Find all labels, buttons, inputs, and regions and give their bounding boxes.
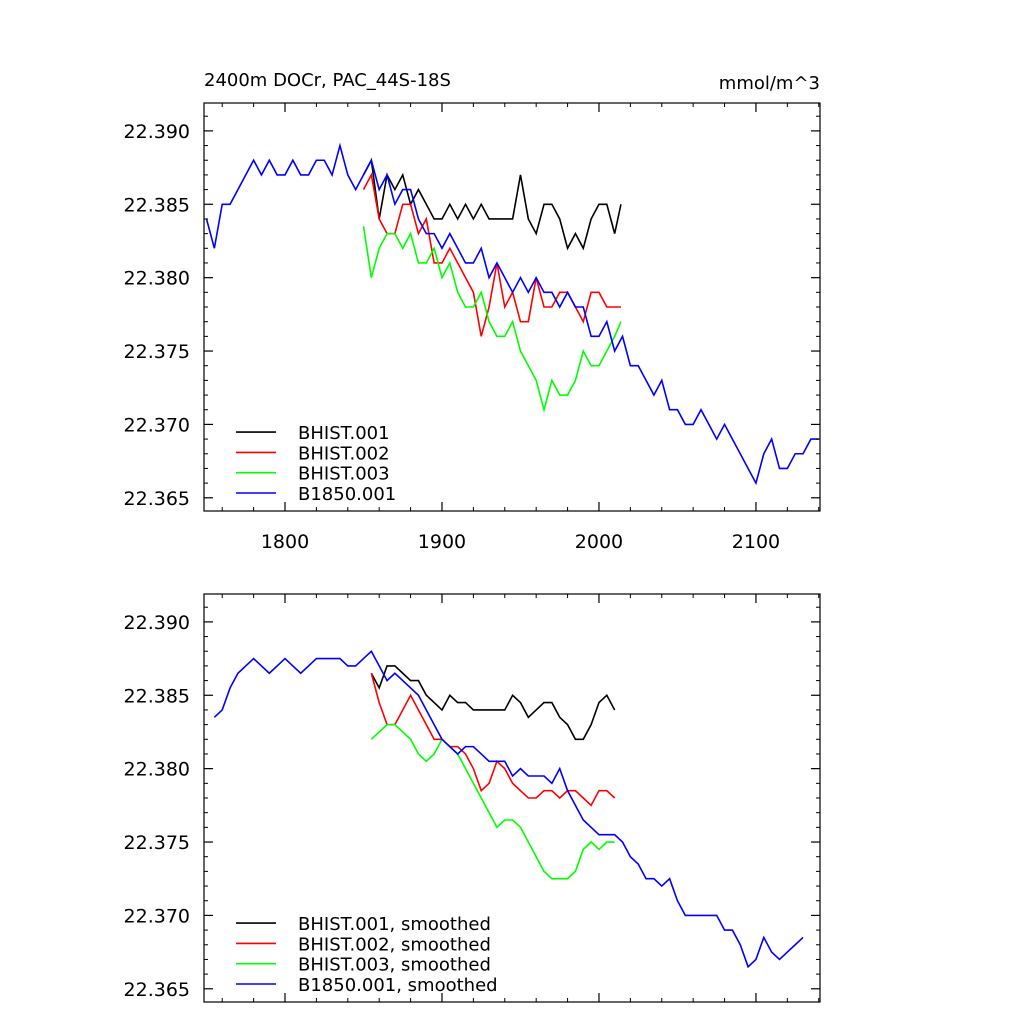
y-tick-label: 22.390	[124, 121, 190, 143]
data-line	[362, 172, 621, 337]
legend-label: B1850.001	[298, 484, 396, 505]
x-tick-label: 2100	[732, 531, 780, 553]
x-tick-label: 2000	[575, 531, 623, 553]
y-tick-label: 22.375	[124, 832, 190, 854]
chart-title: 2400m DOCr, PAC_44S-18S	[204, 70, 451, 91]
data-line	[370, 673, 616, 807]
data-line	[213, 649, 804, 969]
x-tick-label: 1900	[418, 531, 466, 553]
y-tick-label: 22.385	[124, 685, 190, 707]
y-tick-label: 22.380	[124, 759, 190, 781]
y-tick-label: 22.365	[124, 979, 190, 1001]
plot-frame	[203, 102, 821, 512]
legend-label: BHIST.002, smoothed	[298, 934, 491, 955]
legend-label: BHIST.001	[298, 423, 390, 444]
data-line	[362, 226, 622, 413]
y-tick-label: 22.375	[124, 341, 190, 363]
y-tick-label: 22.365	[124, 488, 190, 510]
plot-area	[213, 649, 804, 969]
data-line	[370, 665, 616, 741]
y-tick-label: 22.370	[124, 414, 190, 436]
legend-label: B1850.001, smoothed	[298, 975, 498, 996]
y-tick-label: 22.385	[124, 194, 190, 216]
plot-area	[205, 142, 819, 486]
data-line	[205, 142, 819, 486]
data-line	[370, 723, 615, 880]
legend-label: BHIST.001, smoothed	[298, 914, 491, 935]
y-tick-label: 22.390	[124, 612, 190, 634]
legend-label: BHIST.003	[298, 464, 390, 485]
y-tick-label: 22.370	[124, 905, 190, 927]
y-tick-label: 22.380	[124, 268, 190, 290]
units-label: mmol/m^3	[719, 73, 820, 94]
legend-label: BHIST.003, smoothed	[298, 955, 491, 976]
legend-label: BHIST.002	[298, 443, 390, 464]
x-tick-label: 1800	[261, 531, 309, 553]
plot-frame	[203, 593, 821, 1003]
